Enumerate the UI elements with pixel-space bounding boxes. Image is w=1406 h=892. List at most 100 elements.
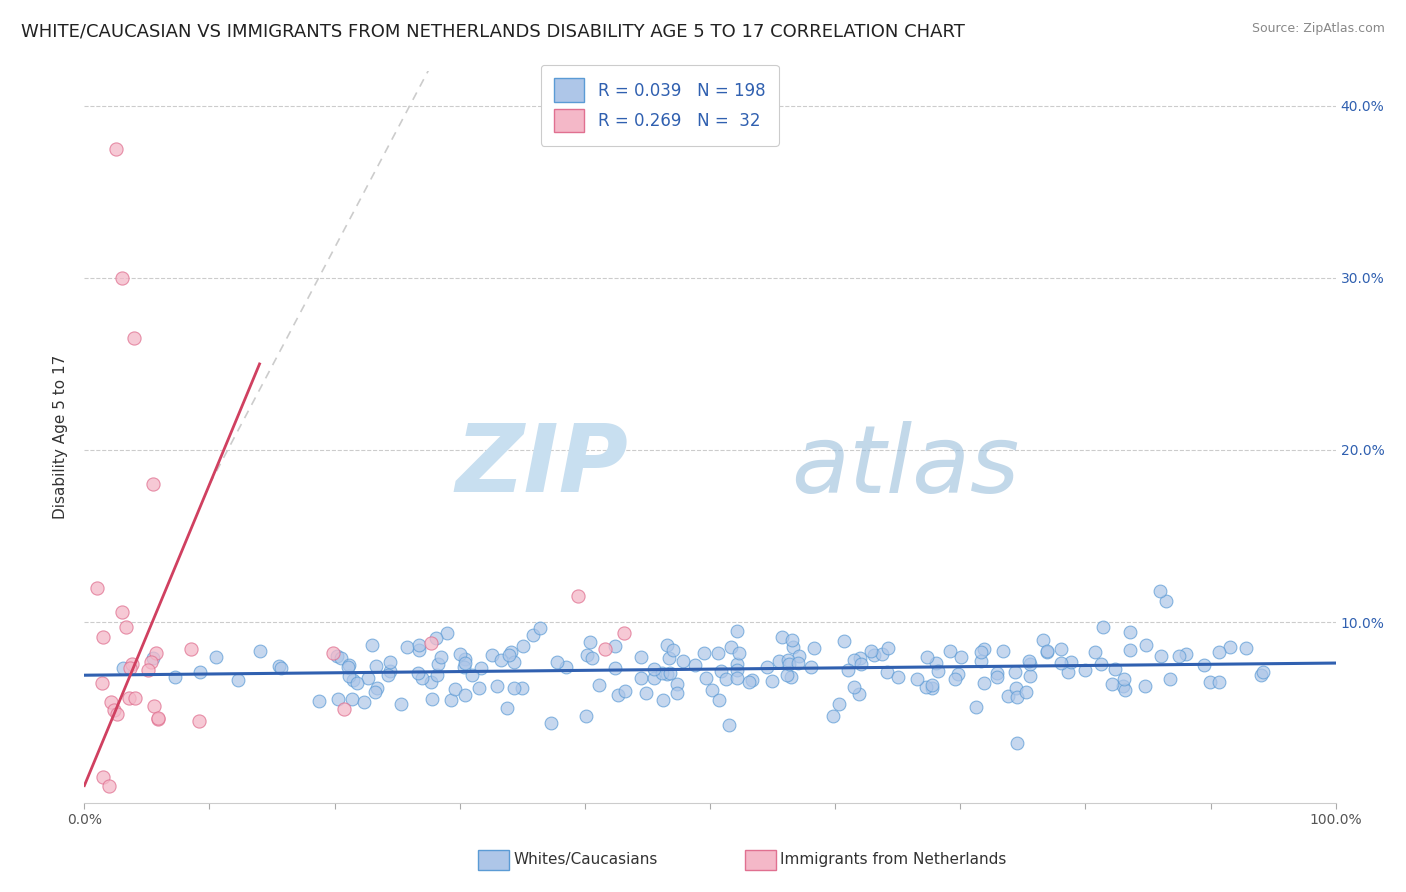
Point (575, 648, 598, 662)
Point (643, 662, 665, 676)
Point (141, 655, 163, 669)
Point (1112, 679, 1135, 693)
Point (1149, 584, 1171, 599)
Point (986, 671, 1008, 685)
Point (738, 675, 761, 690)
Point (436, 625, 458, 640)
Point (481, 648, 503, 662)
Point (326, 692, 349, 706)
Point (429, 650, 451, 665)
Point (828, 697, 851, 711)
Point (925, 657, 948, 671)
Point (581, 650, 603, 665)
Point (849, 651, 872, 665)
Point (136, 664, 159, 678)
Legend: R = 0.039   N = 198, R = 0.269   N =  32: R = 0.039 N = 198, R = 0.269 N = 32 (541, 65, 779, 145)
Point (872, 647, 894, 661)
Point (103, 703, 125, 717)
Point (1019, 668, 1042, 682)
Point (496, 701, 519, 715)
Point (887, 670, 910, 684)
Point (700, 682, 723, 697)
Point (1118, 624, 1140, 639)
Point (411, 671, 433, 685)
Point (546, 655, 568, 669)
Point (761, 673, 783, 688)
Point (651, 693, 673, 707)
Point (426, 667, 449, 681)
Point (1219, 640, 1241, 654)
Point (408, 665, 430, 680)
Point (877, 641, 900, 656)
Point (364, 658, 387, 673)
Point (768, 654, 790, 668)
Text: ZIP: ZIP (456, 420, 628, 512)
Point (111, 605, 134, 619)
Point (93, 630, 115, 644)
Point (1104, 661, 1126, 675)
Point (453, 688, 475, 702)
Point (800, 660, 823, 674)
Point (859, 644, 882, 658)
Point (844, 653, 866, 667)
Point (782, 640, 804, 654)
Point (655, 667, 678, 681)
Point (378, 664, 401, 678)
Point (1056, 665, 1078, 680)
Point (770, 630, 793, 644)
Point (1004, 681, 1026, 696)
Point (643, 671, 665, 685)
Point (499, 645, 522, 659)
Point (803, 640, 825, 655)
Point (665, 686, 688, 700)
Point (142, 651, 165, 665)
Point (965, 700, 987, 714)
Point (1074, 663, 1097, 677)
Point (1031, 633, 1053, 648)
Point (1234, 640, 1257, 655)
Point (380, 655, 402, 669)
Point (1036, 644, 1059, 658)
Point (1092, 619, 1115, 633)
Point (725, 624, 748, 639)
Point (340, 691, 363, 706)
Point (98, 779, 121, 793)
Point (613, 626, 636, 640)
Point (707, 693, 730, 707)
Point (630, 671, 652, 685)
Point (522, 628, 544, 642)
Point (851, 657, 873, 672)
Point (921, 678, 943, 692)
Point (1175, 647, 1198, 661)
Point (498, 648, 520, 662)
Point (741, 673, 763, 688)
Point (970, 645, 993, 659)
Point (485, 679, 508, 693)
Point (440, 693, 463, 707)
Point (555, 660, 578, 674)
Point (454, 652, 477, 666)
Point (659, 666, 682, 681)
Point (778, 657, 800, 671)
Point (205, 650, 228, 665)
Point (603, 640, 626, 654)
Point (342, 673, 364, 687)
Point (970, 654, 993, 668)
Point (728, 646, 751, 660)
Point (395, 640, 418, 655)
Point (1114, 683, 1136, 698)
Point (117, 691, 139, 706)
Point (346, 676, 368, 690)
Point (1208, 645, 1230, 659)
Point (1101, 676, 1123, 690)
Point (124, 691, 146, 706)
Point (377, 668, 399, 682)
Point (389, 698, 412, 712)
Point (326, 649, 349, 664)
Point (1168, 648, 1191, 663)
Point (651, 666, 673, 681)
Point (470, 661, 492, 675)
Point (453, 660, 475, 674)
Point (1135, 638, 1157, 652)
Point (863, 648, 886, 663)
